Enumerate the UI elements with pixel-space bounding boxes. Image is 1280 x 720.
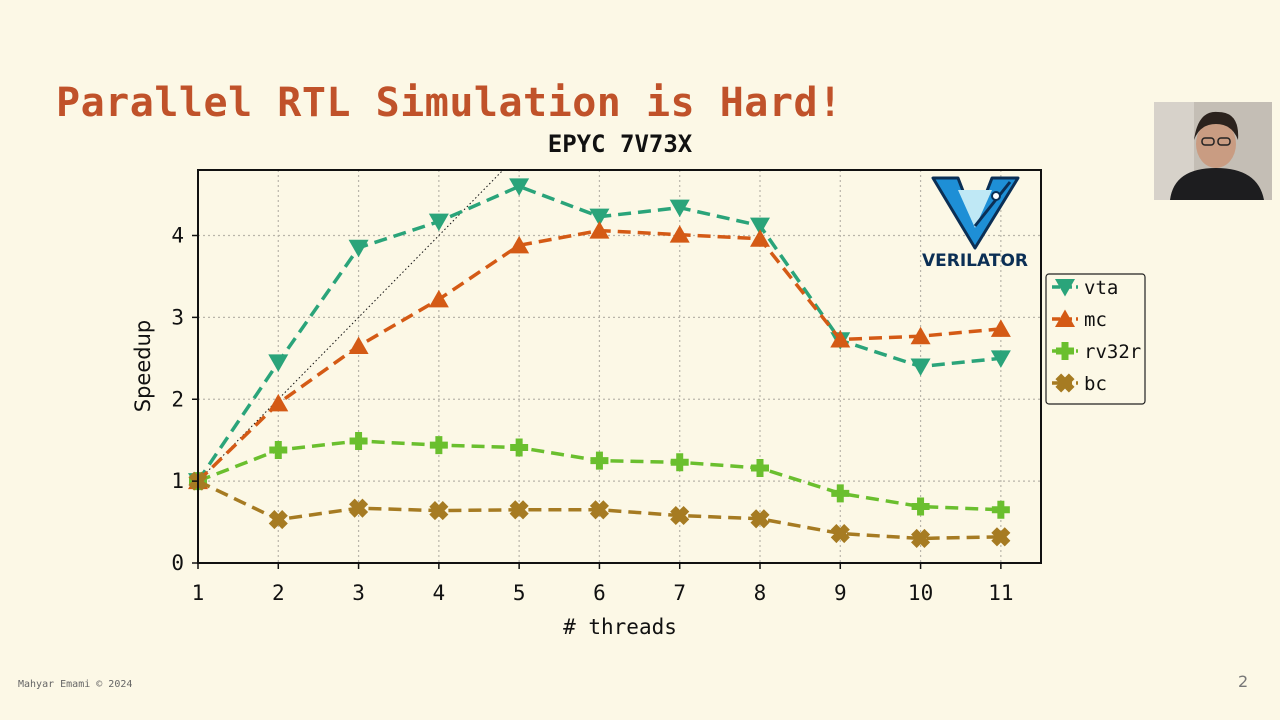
legend-item-vta: vta xyxy=(1052,277,1118,299)
data-point-rv32r xyxy=(510,438,529,457)
legend-label: vta xyxy=(1084,277,1118,299)
marker-shape xyxy=(349,498,369,518)
marker-shape xyxy=(1055,373,1075,393)
data-point-rv32r xyxy=(911,497,930,516)
data-point-bc xyxy=(830,523,850,544)
data-point-bc xyxy=(911,528,931,548)
data-point-mc xyxy=(669,225,690,243)
ideal-speedup-line xyxy=(197,169,504,482)
legend-swatch-marker xyxy=(1055,279,1075,297)
x-tick-label: 7 xyxy=(673,581,686,605)
x-tick-label: 6 xyxy=(593,581,606,605)
page-number: 2 xyxy=(1238,672,1249,691)
x-tick-label: 5 xyxy=(513,581,526,605)
data-point-vta xyxy=(268,354,289,372)
data-point-rv32r xyxy=(429,436,448,455)
data-point-mc xyxy=(348,336,369,355)
footer-credit: Mahyar Emami © 2024 xyxy=(18,679,133,690)
legend-swatch-marker xyxy=(1055,309,1075,327)
x-tick-label: 3 xyxy=(352,581,365,605)
verilator-logo: VERILATOR xyxy=(922,176,1028,271)
marker-shape xyxy=(911,528,931,548)
y-tick-label: 0 xyxy=(171,551,184,575)
data-point-vta xyxy=(348,239,369,258)
x-tick-label: 2 xyxy=(272,581,285,605)
plot-frame xyxy=(197,169,1042,564)
data-point-bc xyxy=(750,509,770,529)
marker-shape xyxy=(991,527,1011,547)
x-tick-label: 9 xyxy=(834,581,847,605)
marker-shape xyxy=(750,509,770,529)
data-point-mc xyxy=(589,221,610,239)
data-point-rv32r xyxy=(590,451,609,470)
series-mc xyxy=(188,221,1011,490)
legend-label: rv32r xyxy=(1084,341,1141,363)
data-point-bc xyxy=(349,498,369,518)
x-tick-label: 1 xyxy=(192,581,205,605)
y-tick-label: 4 xyxy=(171,224,184,248)
presenter-webcam xyxy=(1154,102,1272,200)
slide-title: Parallel RTL Simulation is Hard! xyxy=(56,80,843,126)
data-point-bc xyxy=(509,500,529,520)
data-point-rv32r xyxy=(991,500,1010,519)
data-point-rv32r xyxy=(670,453,689,472)
legend-item-bc: bc xyxy=(1052,373,1107,395)
data-point-vta xyxy=(509,178,530,196)
data-point-mc xyxy=(910,326,931,345)
x-axis-label: # threads xyxy=(563,615,677,639)
marker-shape xyxy=(509,500,529,520)
data-point-mc xyxy=(750,229,770,247)
legend-swatch-marker xyxy=(1056,342,1074,360)
series-layer xyxy=(188,178,1011,548)
x-tick-label: 4 xyxy=(433,581,446,605)
chart-title: EPYC 7V73X xyxy=(548,130,693,158)
data-point-mc xyxy=(830,329,851,348)
y-tick-label: 2 xyxy=(171,387,184,411)
y-axis-label: Speedup xyxy=(131,320,155,412)
legend-item-mc: mc xyxy=(1052,309,1107,331)
verilator-logo-text: VERILATOR xyxy=(922,251,1028,271)
data-point-bc xyxy=(991,527,1011,547)
data-point-bc xyxy=(589,500,609,520)
data-point-rv32r xyxy=(831,484,850,503)
data-point-vta xyxy=(669,199,690,218)
data-point-vta xyxy=(589,208,610,227)
data-point-bc xyxy=(429,501,449,521)
data-point-vta xyxy=(428,213,449,232)
y-tick-label: 1 xyxy=(171,469,184,493)
chart-legend: vta mc rv32r bc xyxy=(1045,273,1146,405)
marker-shape xyxy=(670,505,690,526)
legend-label: bc xyxy=(1084,373,1107,395)
marker-shape xyxy=(589,500,609,520)
data-point-rv32r xyxy=(269,441,288,460)
data-point-bc xyxy=(268,510,288,530)
legend-box xyxy=(1045,273,1146,405)
data-point-bc xyxy=(670,505,690,526)
data-point-mc xyxy=(990,319,1011,337)
legend-swatch-marker xyxy=(1055,373,1075,393)
data-point-mc xyxy=(509,235,530,254)
x-tick-label: 11 xyxy=(988,581,1013,605)
legend-label: mc xyxy=(1084,309,1107,331)
data-point-mc xyxy=(268,393,289,412)
data-point-vta xyxy=(750,217,770,236)
data-point-rv32r xyxy=(349,432,368,451)
x-tick-label: 10 xyxy=(908,581,933,605)
data-point-rv32r xyxy=(751,459,769,478)
marker-shape xyxy=(830,523,850,544)
y-tick-label: 3 xyxy=(171,305,184,329)
legend-item-rv32r: rv32r xyxy=(1052,341,1141,363)
data-point-vta xyxy=(910,358,931,376)
data-point-mc xyxy=(428,289,449,308)
data-point-vta xyxy=(990,350,1011,368)
x-tick-label: 8 xyxy=(754,581,767,605)
marker-shape xyxy=(429,501,449,521)
marker-shape xyxy=(268,510,288,530)
